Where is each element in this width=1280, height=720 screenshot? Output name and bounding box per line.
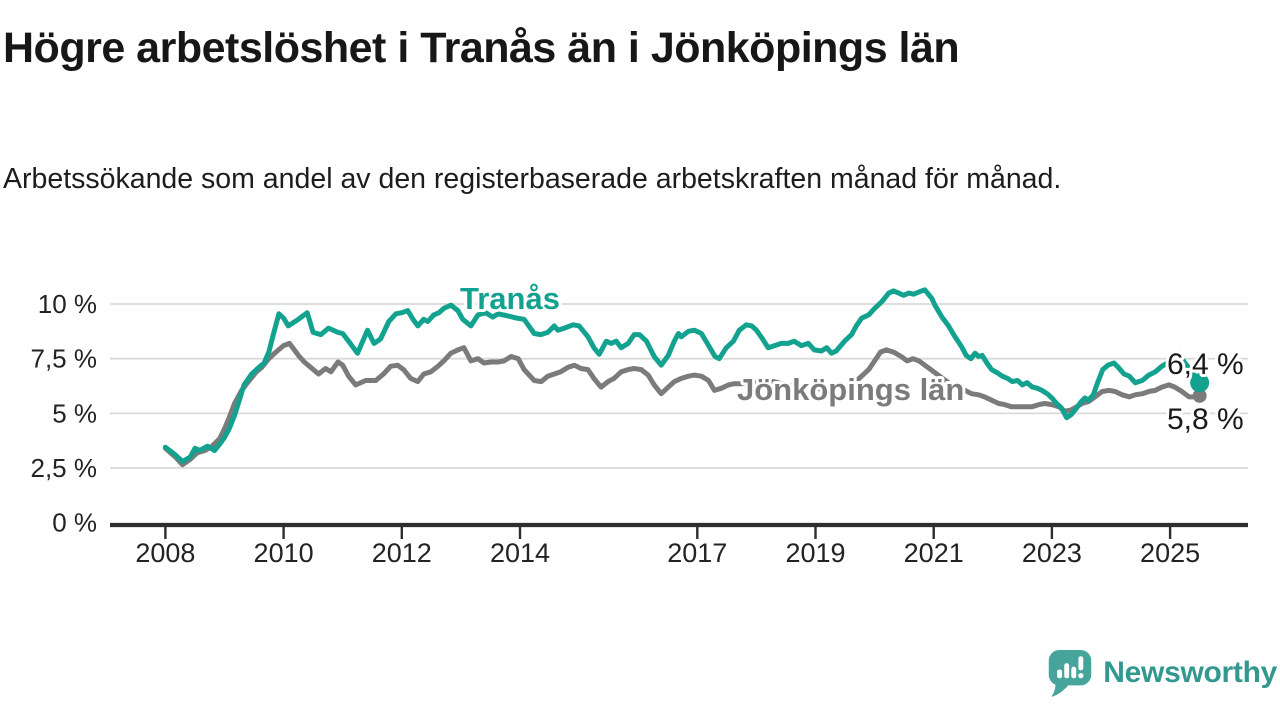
series-end-dot-tranas [1190, 373, 1210, 393]
series-line-jonkopings-lan [162, 340, 1203, 468]
newsworthy-logo-text: Newsworthy [1103, 656, 1277, 689]
logo-exclamation-bar [1078, 656, 1084, 671]
branding-footer: Newsworthy [1047, 648, 1277, 698]
header: Högre arbetslöshet i Tranås än i Jönköpi… [3, 24, 1273, 72]
x-tick-label: 2023 [1022, 538, 1082, 568]
series-end-dot-jonkopings-lan [1192, 388, 1207, 403]
bar-chart-speech-bubble-icon [1049, 650, 1092, 697]
y-tick-label: 7,5 % [31, 344, 98, 374]
logo-exclamation-dot [1078, 673, 1084, 679]
speech-bubble-shape [1049, 650, 1092, 697]
logo-bar-1 [1057, 669, 1063, 679]
x-tick-label: 2019 [785, 538, 845, 568]
y-tick-label: 10 % [38, 289, 97, 319]
x-tick-label: 2021 [904, 538, 964, 568]
y-tick-label: 2,5 % [31, 453, 98, 483]
page-title: Högre arbetslöshet i Tranås än i Jönköpi… [3, 24, 960, 72]
y-tick-label: 0 % [52, 508, 97, 538]
x-tick-label: 2012 [372, 538, 432, 568]
x-tick-label: 2025 [1140, 538, 1200, 568]
series-end-value-tranas: 6,4 % [1167, 348, 1244, 381]
logo-bar-2 [1064, 663, 1070, 679]
series-end-value-jonkopings-lan: 5,8 % [1167, 403, 1244, 436]
x-tick-label: 2017 [667, 538, 727, 568]
series-label-jonkopings-lan: Jönköpings län [737, 372, 964, 407]
x-tick-label: 2014 [490, 538, 550, 568]
chart-subtitle: Arbetssökande som andel av den registerb… [3, 162, 1062, 195]
y-tick-label: 5 % [52, 398, 97, 428]
series-label-tranas: Tranås [460, 281, 560, 316]
x-tick-label: 2008 [135, 538, 195, 568]
series-line-tranas [162, 287, 1203, 464]
x-tick-label: 2010 [254, 538, 314, 568]
logo-bar-3 [1071, 666, 1077, 679]
